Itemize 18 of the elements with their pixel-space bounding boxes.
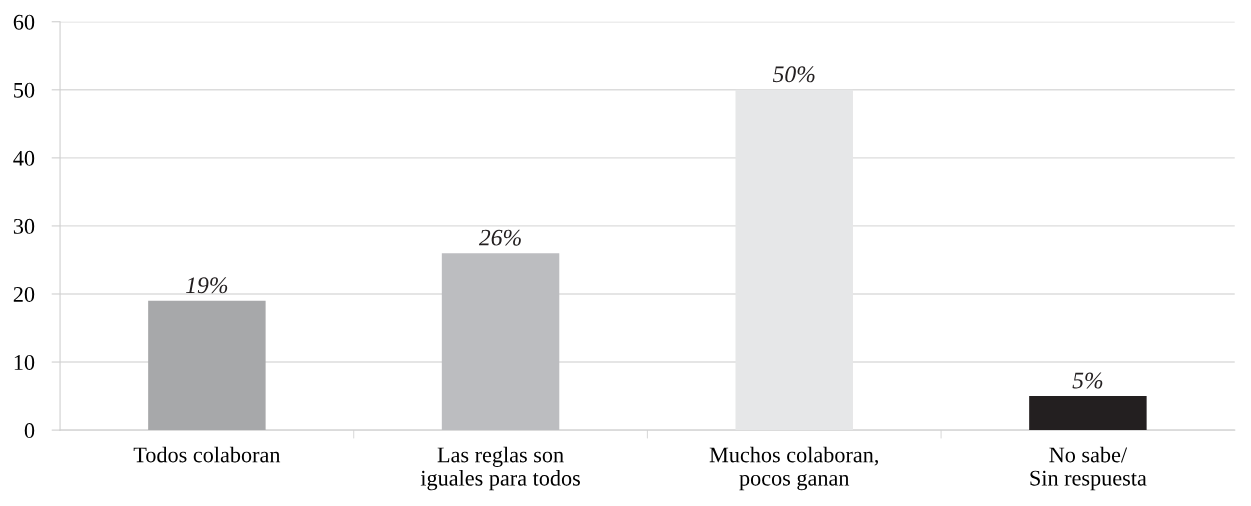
y-tick-label: 0 [24, 423, 35, 439]
y-tick-label: 30 [13, 218, 35, 234]
data-label: 26% [478, 229, 521, 246]
x-tick-label: No sabe/ Sin respuesta [1030, 446, 1147, 491]
bar [1029, 396, 1147, 431]
y-tick-label: 50 [14, 82, 35, 98]
x-tick-label: Las reglas son iguales para todos [420, 446, 580, 491]
data-label: 50% [772, 66, 815, 83]
y-tick-label: 60 [13, 14, 35, 30]
data-label: 19% [186, 277, 228, 294]
x-tick-label: Todos colaboran [133, 446, 281, 463]
bar [441, 253, 560, 431]
y-tick-label: 40 [13, 150, 35, 166]
data-label: 5% [1072, 372, 1103, 389]
bar [148, 300, 266, 431]
x-tick-label: Muchos colaboran, pocos ganan [709, 446, 878, 491]
y-tick-label: 10 [14, 354, 35, 370]
y-tick-label: 20 [13, 286, 35, 302]
